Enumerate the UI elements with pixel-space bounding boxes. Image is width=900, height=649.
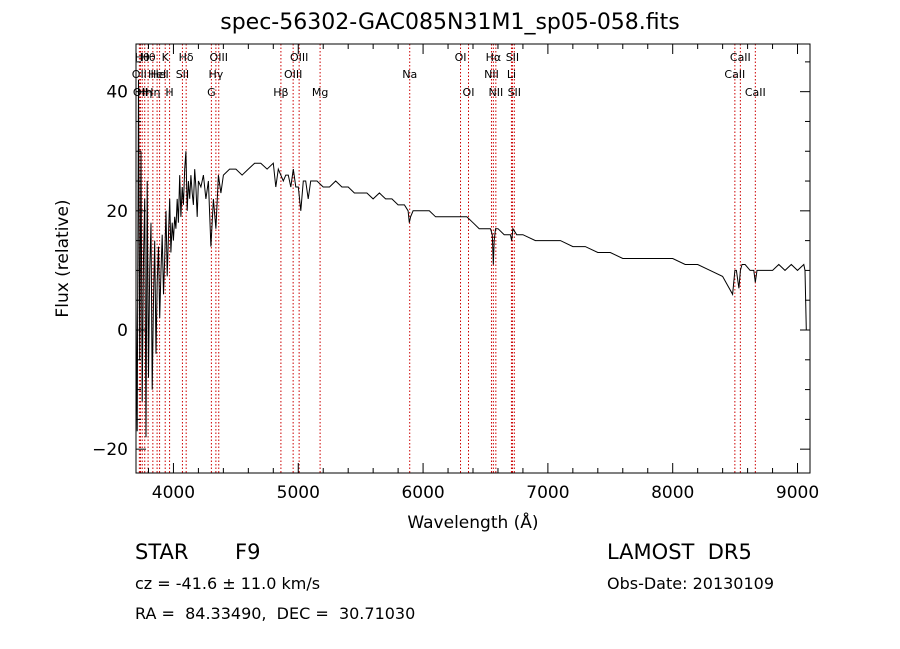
line-label: OIII [290, 51, 308, 64]
y-tick-label: 0 [117, 321, 128, 341]
y-tick-label: 20 [106, 202, 128, 222]
axis-ticks [136, 44, 810, 473]
line-label: SII [176, 68, 189, 81]
line-label: HeI [150, 68, 168, 81]
line-label: CaII [730, 51, 751, 64]
x-tick-label: 6000 [401, 483, 444, 503]
observation-date: Obs-Date: 20130109 [607, 574, 775, 593]
y-tick-label: −20 [92, 440, 128, 460]
line-label: Hγ [208, 68, 223, 81]
line-label: OI [455, 51, 467, 64]
x-tick-label: 4000 [152, 483, 195, 503]
line-label: NII [484, 68, 499, 81]
line-label: CaII [724, 68, 745, 81]
line-label: OII [132, 68, 147, 81]
line-label: Hη [145, 86, 160, 99]
axis-tick-labels: 4000 5000 6000 7000 8000 9000 −20 0 20 40 [92, 83, 819, 503]
x-tick-label: 7000 [526, 483, 569, 503]
survey-name: LAMOST DR5 [607, 540, 752, 564]
line-label: Hθ [141, 51, 156, 64]
x-tick-label: 8000 [651, 483, 694, 503]
line-label: OIII [284, 68, 302, 81]
object-class: STAR [135, 540, 189, 564]
line-label: OIII [210, 51, 228, 64]
spectral-subclass: F9 [235, 540, 261, 564]
line-label: K [162, 51, 170, 64]
line-label: Hη [137, 86, 152, 99]
line-label: Na [402, 68, 417, 81]
line-label: G [207, 86, 216, 99]
line-label: NII [488, 86, 503, 99]
coordinates-readout: RA = 84.33490, DEC = 30.71030 [135, 604, 416, 623]
flux-line [135, 79, 807, 438]
line-label: Hθ [135, 51, 150, 64]
line-label: OI [463, 86, 475, 99]
line-label: HeI [148, 68, 166, 81]
line-label: SII [508, 86, 521, 99]
emission-line-markers [138, 44, 756, 473]
x-axis-label: Wavelength (Å) [407, 511, 538, 533]
line-label: CaII [745, 86, 766, 99]
line-label: Li [507, 68, 516, 81]
x-tick-label: 5000 [277, 483, 320, 503]
line-label: SII [506, 51, 519, 64]
axes-frame [135, 43, 811, 474]
y-axis-label: Flux (relative) [53, 199, 73, 317]
line-label: Mg [312, 86, 328, 99]
line-label: OII [133, 86, 148, 99]
redshift-readout: cz = -41.6 ± 11.0 km/s [135, 574, 321, 593]
y-tick-label: 40 [106, 83, 128, 103]
line-label: H [165, 86, 173, 99]
x-tick-label: 9000 [776, 483, 819, 503]
line-label: Hβ [273, 86, 288, 99]
emission-line-labels: OIIOIIHθHηHθHηHeIHeIKHSIIHδGHγOIIIHβOIII… [132, 51, 766, 99]
chart-title: spec-56302-GAC085N31M1_sp05-058.fits [220, 10, 680, 35]
line-label: Hα [486, 51, 502, 64]
line-label: Hδ [179, 51, 194, 64]
